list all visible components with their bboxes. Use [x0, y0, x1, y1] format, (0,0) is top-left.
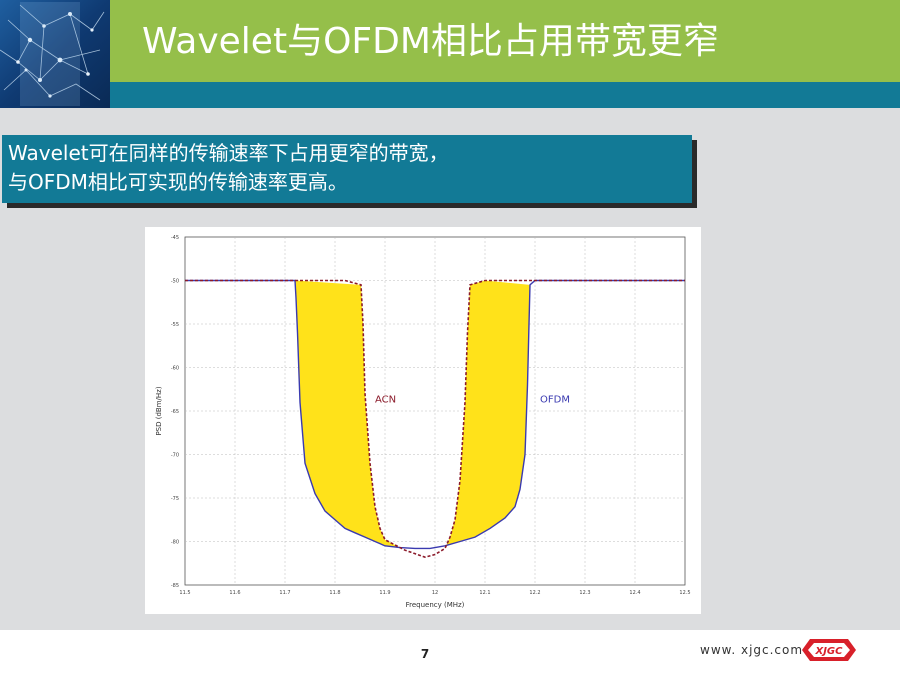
psd-chart-figure: 11.5 11.6 11.7 11.8 11.9 12 12.1 12.2 12.3 12.4 12…	[145, 227, 701, 614]
page-number: 7	[420, 647, 430, 661]
slide-title: Wavelet与OFDM相比占用带宽更窄	[142, 21, 719, 62]
y-axis-label: PSD (dBm/Hz)	[155, 386, 163, 435]
header-stripe	[0, 82, 900, 108]
psd-chart: 11.5 11.6 11.7 11.8 11.9 12 12.1 12.2 12.3 12.4 12…	[155, 235, 691, 609]
y-tick-label: -65	[171, 409, 179, 415]
x-tick-label: 11.5	[179, 590, 190, 596]
callout-box: Wavelet可在同样的传输速率下占用更窄的带宽， 与OFDM相比可实现的传输速…	[2, 135, 692, 203]
company-logo: XJGC	[802, 639, 856, 661]
x-tick-label: 11.8	[329, 590, 340, 596]
footer-url: www. xjgc.com	[700, 643, 804, 657]
y-tick-label: -75	[171, 496, 179, 502]
ofdm-series-line	[185, 279, 685, 550]
x-tick-label: 11.6	[229, 590, 240, 596]
callout-line-2: 与OFDM相比可实现的传输速率更高。	[8, 170, 348, 194]
x-tick-label: 12.2	[529, 590, 540, 596]
y-tick-label: -70	[171, 453, 179, 459]
acn-annotation: ACN	[375, 394, 396, 405]
callout-line-1: Wavelet可在同样的传输速率下占用更窄的带宽，	[8, 141, 449, 165]
x-tick-label: 12	[432, 590, 438, 596]
x-axis-label: Frequency (MHz)	[406, 601, 465, 609]
x-tick-label: 12.4	[629, 590, 640, 596]
y-tick-label: -45	[171, 235, 179, 241]
x-tick-label: 11.9	[379, 590, 390, 596]
y-tick-label: -50	[171, 279, 179, 285]
x-tick-label: 12.5	[679, 590, 690, 596]
svg-text:XJGC: XJGC	[815, 646, 844, 657]
left-bandwidth-fill	[295, 280, 400, 548]
x-tick-label: 11.7	[279, 590, 290, 596]
x-tick-label: 12.3	[579, 590, 590, 596]
header-bar	[0, 0, 900, 82]
acn-series-line	[185, 279, 685, 558]
right-bandwidth-fill	[445, 280, 530, 549]
ofdm-annotation: OFDM	[540, 394, 570, 405]
y-tick-label: -60	[171, 366, 179, 372]
y-tick-label: -85	[171, 583, 179, 589]
header-network-image	[0, 0, 110, 108]
y-tick-label: -55	[171, 322, 179, 328]
x-tick-label: 12.1	[479, 590, 490, 596]
y-tick-label: -80	[171, 540, 179, 546]
